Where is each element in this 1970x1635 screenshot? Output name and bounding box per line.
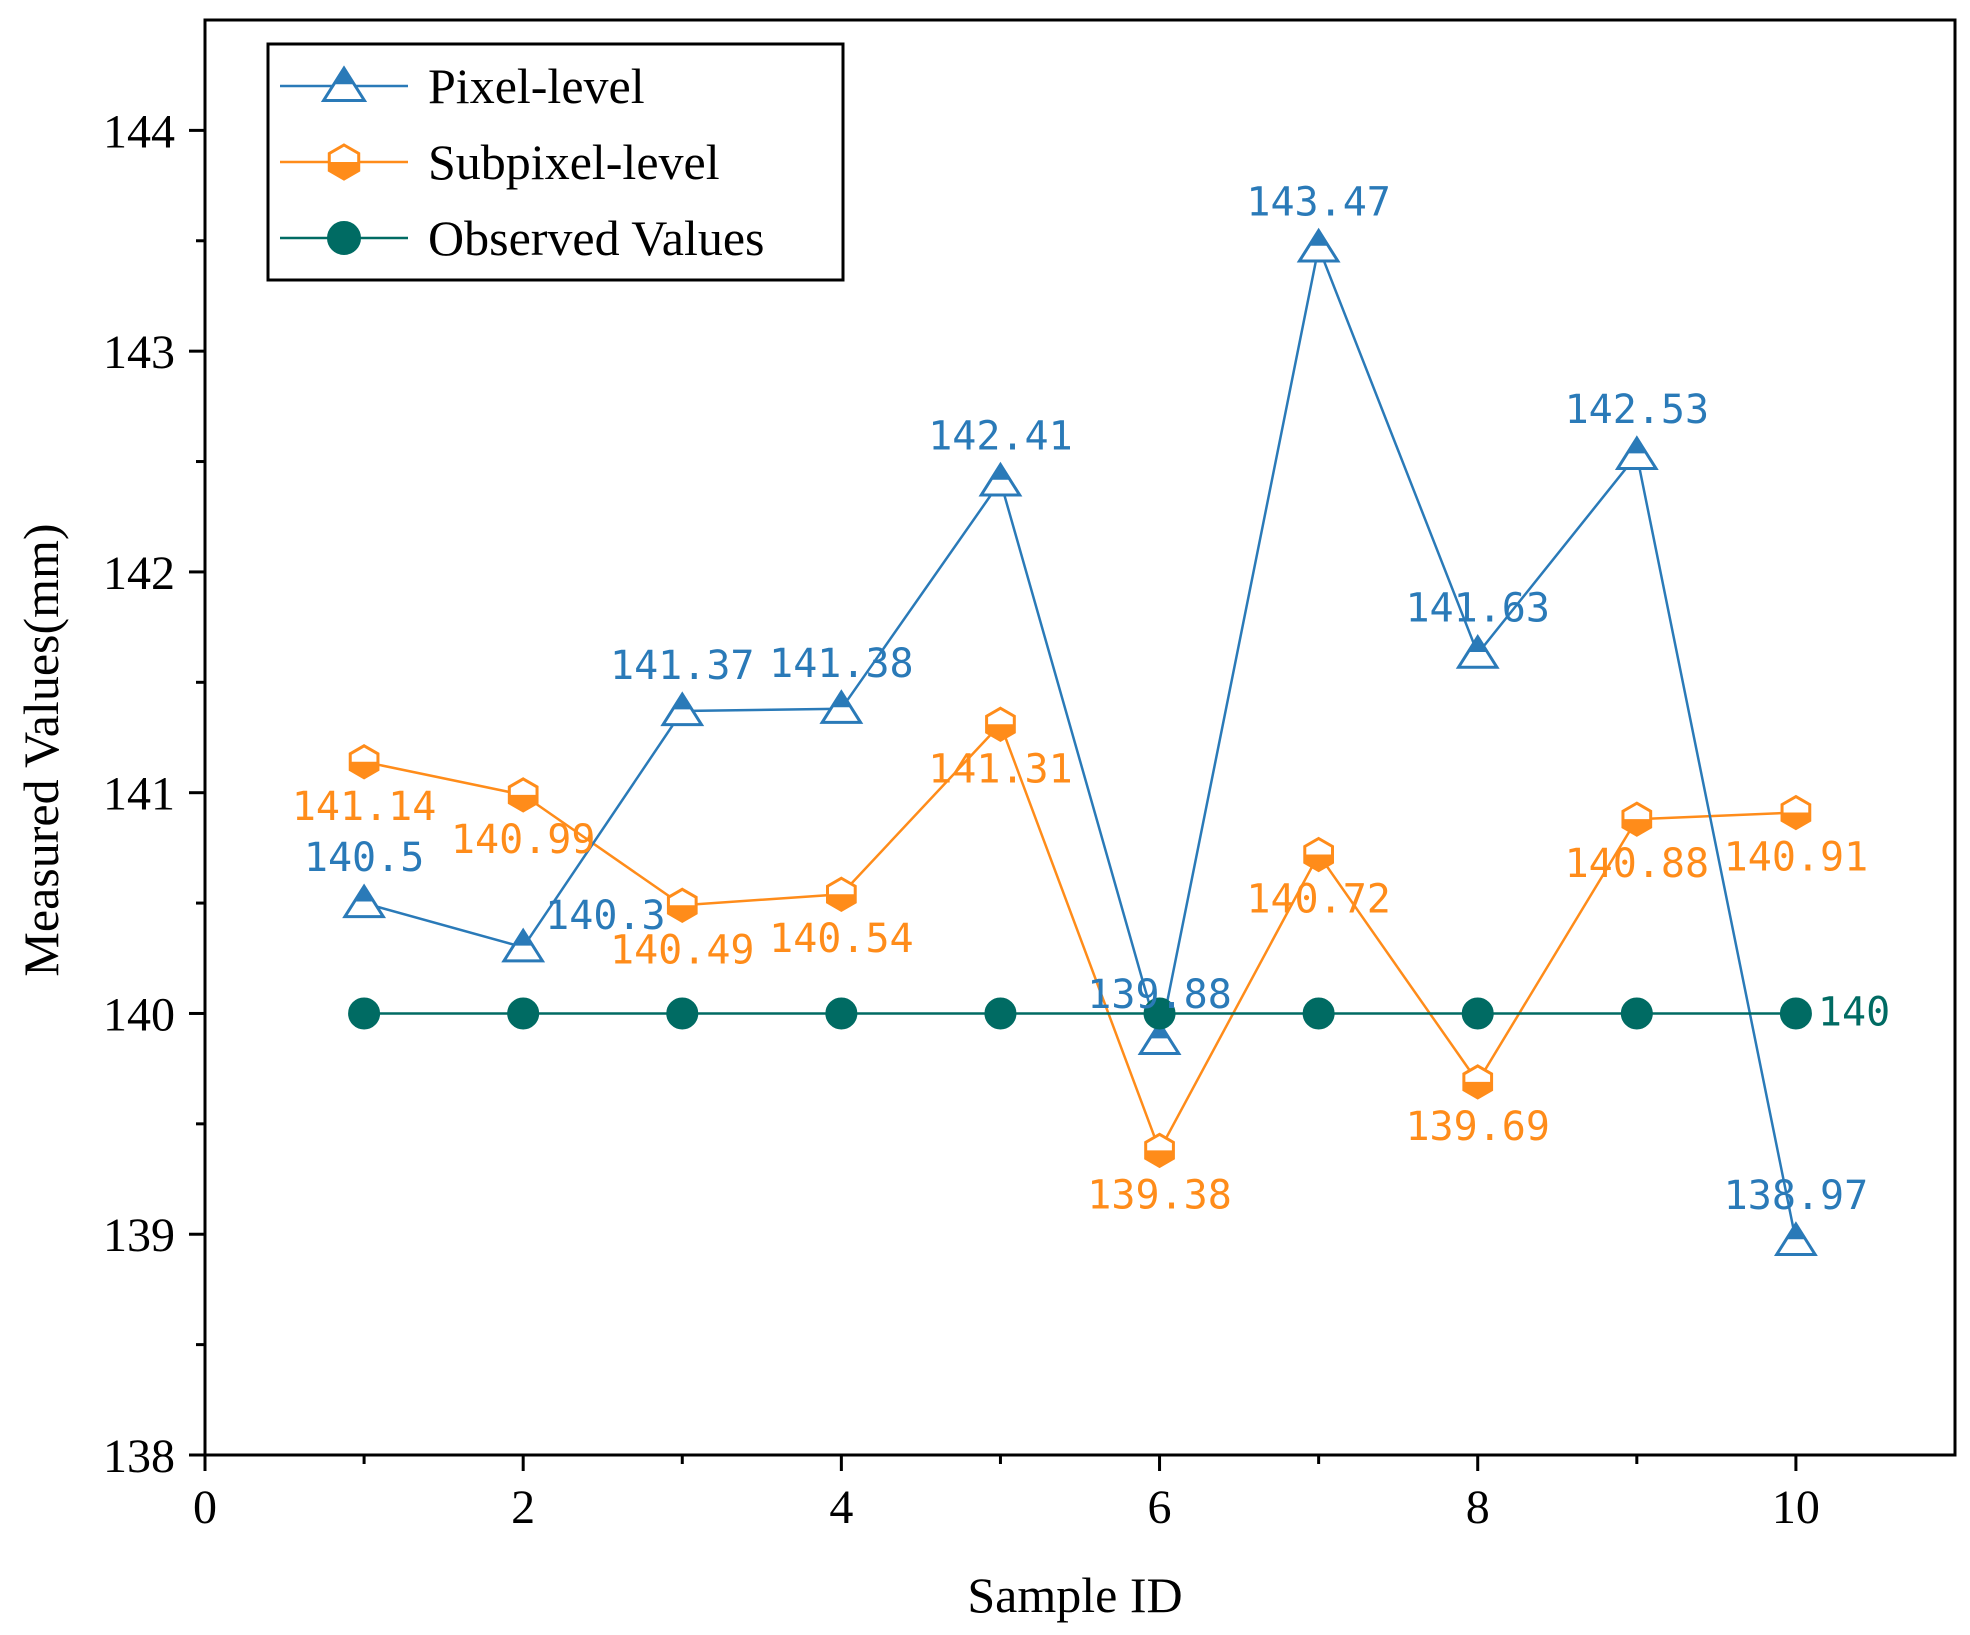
data-point <box>1779 997 1812 1030</box>
data-point <box>666 997 699 1030</box>
data-point-fill <box>1786 1224 1806 1240</box>
x-tick-label: 0 <box>193 1481 217 1534</box>
legend-label: Subpixel-level <box>428 134 720 190</box>
y-tick-label: 139 <box>103 1209 175 1262</box>
x-axis-label: Sample ID <box>967 1567 1182 1623</box>
data-label: 140.72 <box>1246 877 1391 923</box>
y-tick-label: 144 <box>103 105 175 158</box>
legend-marker-fill <box>329 162 359 179</box>
data-label: 140.91 <box>1724 835 1869 881</box>
legend-label: Pixel-level <box>428 58 645 114</box>
series-layer <box>342 227 1818 1256</box>
data-label: 139.69 <box>1405 1104 1550 1150</box>
legend-item: Pixel-level <box>280 58 645 114</box>
data-label: 139.38 <box>1087 1172 1232 1218</box>
data-label: 141.63 <box>1405 586 1550 632</box>
legend-marker-fill <box>333 68 355 85</box>
data-label: 141.14 <box>292 784 437 830</box>
x-tick-label: 8 <box>1466 1481 1490 1534</box>
series-pixel-level <box>342 227 1818 1256</box>
data-label: 142.53 <box>1565 387 1710 433</box>
data-label: 140.54 <box>769 916 914 962</box>
data-point-fill <box>672 694 692 710</box>
data-point-fill <box>1782 812 1810 829</box>
data-label: 141.31 <box>928 746 1073 792</box>
data-point <box>348 997 381 1030</box>
data-point-fill <box>509 794 538 811</box>
data-point-fill <box>986 724 1015 741</box>
data-label: 142.41 <box>928 413 1073 459</box>
data-label: 143.47 <box>1246 179 1391 225</box>
x-tick-label: 10 <box>1772 1481 1820 1534</box>
data-point-fill <box>668 905 697 922</box>
data-point-fill <box>354 886 374 902</box>
y-tick-label: 142 <box>103 547 175 600</box>
data-point-fill <box>1627 438 1647 454</box>
data-point <box>1302 997 1335 1030</box>
series-subpixel-level <box>348 706 1812 1169</box>
data-point-fill <box>827 894 856 911</box>
data-point-fill <box>1309 230 1329 246</box>
plot-frame <box>203 18 1957 1457</box>
data-point-fill <box>1463 1081 1492 1098</box>
data-point-fill <box>1468 636 1488 653</box>
y-tick-label: 140 <box>103 988 175 1041</box>
y-axis-label: Measured Values(mm) <box>13 523 69 976</box>
data-point-fill <box>1149 1023 1170 1039</box>
y-tick-label: 141 <box>103 768 175 821</box>
data-point-fill <box>350 761 378 778</box>
series-line <box>363 721 1796 1154</box>
data-point-fill <box>831 692 851 708</box>
data-point-fill <box>990 464 1011 480</box>
data-point-fill <box>513 930 533 946</box>
data-point <box>1461 997 1494 1030</box>
legend-marker <box>327 221 361 255</box>
data-point <box>1620 997 1653 1030</box>
data-point-fill <box>1622 819 1651 836</box>
y-tick-label: 138 <box>103 1430 175 1483</box>
data-point <box>507 997 540 1030</box>
data-label: 139.88 <box>1087 972 1232 1018</box>
data-label: 140.3 <box>545 893 665 939</box>
x-tick-label: 6 <box>1148 1481 1172 1534</box>
data-point-fill <box>1145 1150 1174 1167</box>
data-label: 140.49 <box>610 927 755 973</box>
data-label: 140 <box>1818 989 1890 1035</box>
data-label: 140.88 <box>1565 841 1710 887</box>
series-observed-values <box>348 997 1812 1030</box>
x-tick-label: 2 <box>511 1481 535 1534</box>
legend-item: Subpixel-level <box>280 134 720 190</box>
data-point <box>825 997 858 1030</box>
data-point <box>1143 997 1176 1030</box>
data-label: 141.37 <box>610 643 755 689</box>
data-label: 140.5 <box>304 835 424 881</box>
data-labels: 141.14 140.99 140.49 140.54 141.31 139.38 140.… <box>292 179 1890 1218</box>
data-label: 138.97 <box>1724 1173 1869 1219</box>
data-label: 140.99 <box>451 817 596 863</box>
plot-area: 0 2 4 6 8 10 138 139 140 141 142 143 144 <box>103 18 1957 1534</box>
legend-label: Observed Values <box>428 210 765 266</box>
data-point-fill <box>1304 854 1333 871</box>
series-line <box>363 242 1798 1242</box>
y-tick-label: 143 <box>103 326 175 379</box>
data-label: 141.38 <box>769 641 914 687</box>
data-point <box>984 997 1017 1030</box>
legend: Pixel-level Subpixel-level Observed Values <box>266 42 845 282</box>
x-tick-label: 4 <box>829 1481 853 1534</box>
legend-item: Observed Values <box>280 210 765 266</box>
